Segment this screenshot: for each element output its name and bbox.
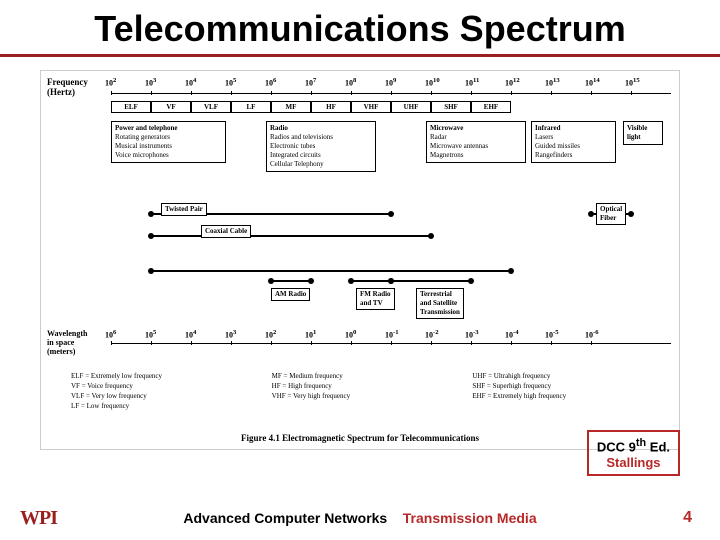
freq-tick: 1010 [425,77,440,88]
wl-tick: 101 [305,329,316,340]
freq-tick: 1015 [625,77,640,88]
band-legend: ELF = Extremely low frequencyVF = Voice … [71,371,649,411]
freq-tick: 108 [345,77,356,88]
range-bar [151,231,431,241]
wl-tick: 10-5 [545,329,559,340]
legend-col: UHF = Ultrahigh frequencySHF = Superhigh… [472,371,649,411]
freq-ticks: 1021031041051061071081091010101110121013… [111,77,671,101]
range-bar [351,276,391,286]
range-label: Twisted Pair [161,203,207,216]
band-vf: VF [151,101,191,113]
wl-tick: 10-4 [505,329,519,340]
range-label: Coaxial Cable [201,225,251,238]
freq-tick: 1014 [585,77,600,88]
info-box: RadioRadios and televisionsElectronic tu… [266,121,376,172]
wl-tick: 103 [225,329,236,340]
freq-tick: 105 [225,77,236,88]
wl-tick: 104 [185,329,196,340]
page-number: 4 [683,509,692,527]
wavelength-ticks: 10610510410310210110010-110-210-310-410-… [111,329,671,347]
wl-tick: 10-6 [585,329,599,340]
band-hf: HF [311,101,351,113]
wl-tick: 10-1 [385,329,399,340]
band-elf: ELF [111,101,151,113]
freq-tick: 107 [305,77,316,88]
footer: WPI Advanced Computer Networks Transmiss… [0,506,720,530]
freq-tick: 102 [105,77,116,88]
freq-axis [111,93,671,94]
range-label: FM Radioand TV [356,288,395,310]
band-vlf: VLF [191,101,231,113]
slide-title: Telecommunications Spectrum [0,0,720,57]
range-label: AM Radio [271,288,310,301]
band-uhf: UHF [391,101,431,113]
band-mf: MF [271,101,311,113]
figure-caption: Figure 4.1 Electromagnetic Spectrum for … [41,433,679,443]
freq-tick: 1011 [465,77,479,88]
freq-tick: 104 [185,77,196,88]
info-box: MicrowaveRadarMicrowave antennasMagnetro… [426,121,526,163]
freq-axis-label: Frequency(Hertz) [47,77,88,97]
range-bar [391,276,471,286]
range-label: OpticalFiber [596,203,626,225]
freq-tick: 106 [265,77,276,88]
band-ehf: EHF [471,101,511,113]
wl-tick: 100 [345,329,356,340]
freq-tick: 1013 [545,77,560,88]
wl-tick: 10-2 [425,329,439,340]
figure-em-spectrum: Frequency(Hertz) 102 103 104 105 106 107 108 10… [40,70,680,450]
wavelength-label: Wavelengthin space(meters) [47,329,87,356]
wl-tick: 105 [145,329,156,340]
band-lf: LF [231,101,271,113]
info-box: Power and telephoneRotating generatorsMu… [111,121,226,163]
wl-tick: 106 [105,329,116,340]
wl-tick: 10-3 [465,329,479,340]
citation-box: DCC 9th Ed. Stallings [587,430,680,476]
footer-text: Advanced Computer Networks Transmission … [0,510,720,526]
freq-tick: 103 [145,77,156,88]
range-bar [151,266,511,276]
band-vhf: VHF [351,101,391,113]
range-bar [271,276,311,286]
legend-col: MF = Medium frequencyHF = High frequency… [272,371,449,411]
freq-tick: 109 [385,77,396,88]
info-box: InfraredLasersGuided missilesRangefinder… [531,121,616,163]
freq-tick: 1012 [505,77,520,88]
band-row: ELFVFVLFLFMFHFVHFUHFSHFEHF [111,101,671,115]
range-label: Terrestrialand SatelliteTransmission [416,288,464,319]
band-shf: SHF [431,101,471,113]
wl-tick: 102 [265,329,276,340]
legend-col: ELF = Extremely low frequencyVF = Voice … [71,371,248,411]
info-box: Visiblelight [623,121,663,145]
